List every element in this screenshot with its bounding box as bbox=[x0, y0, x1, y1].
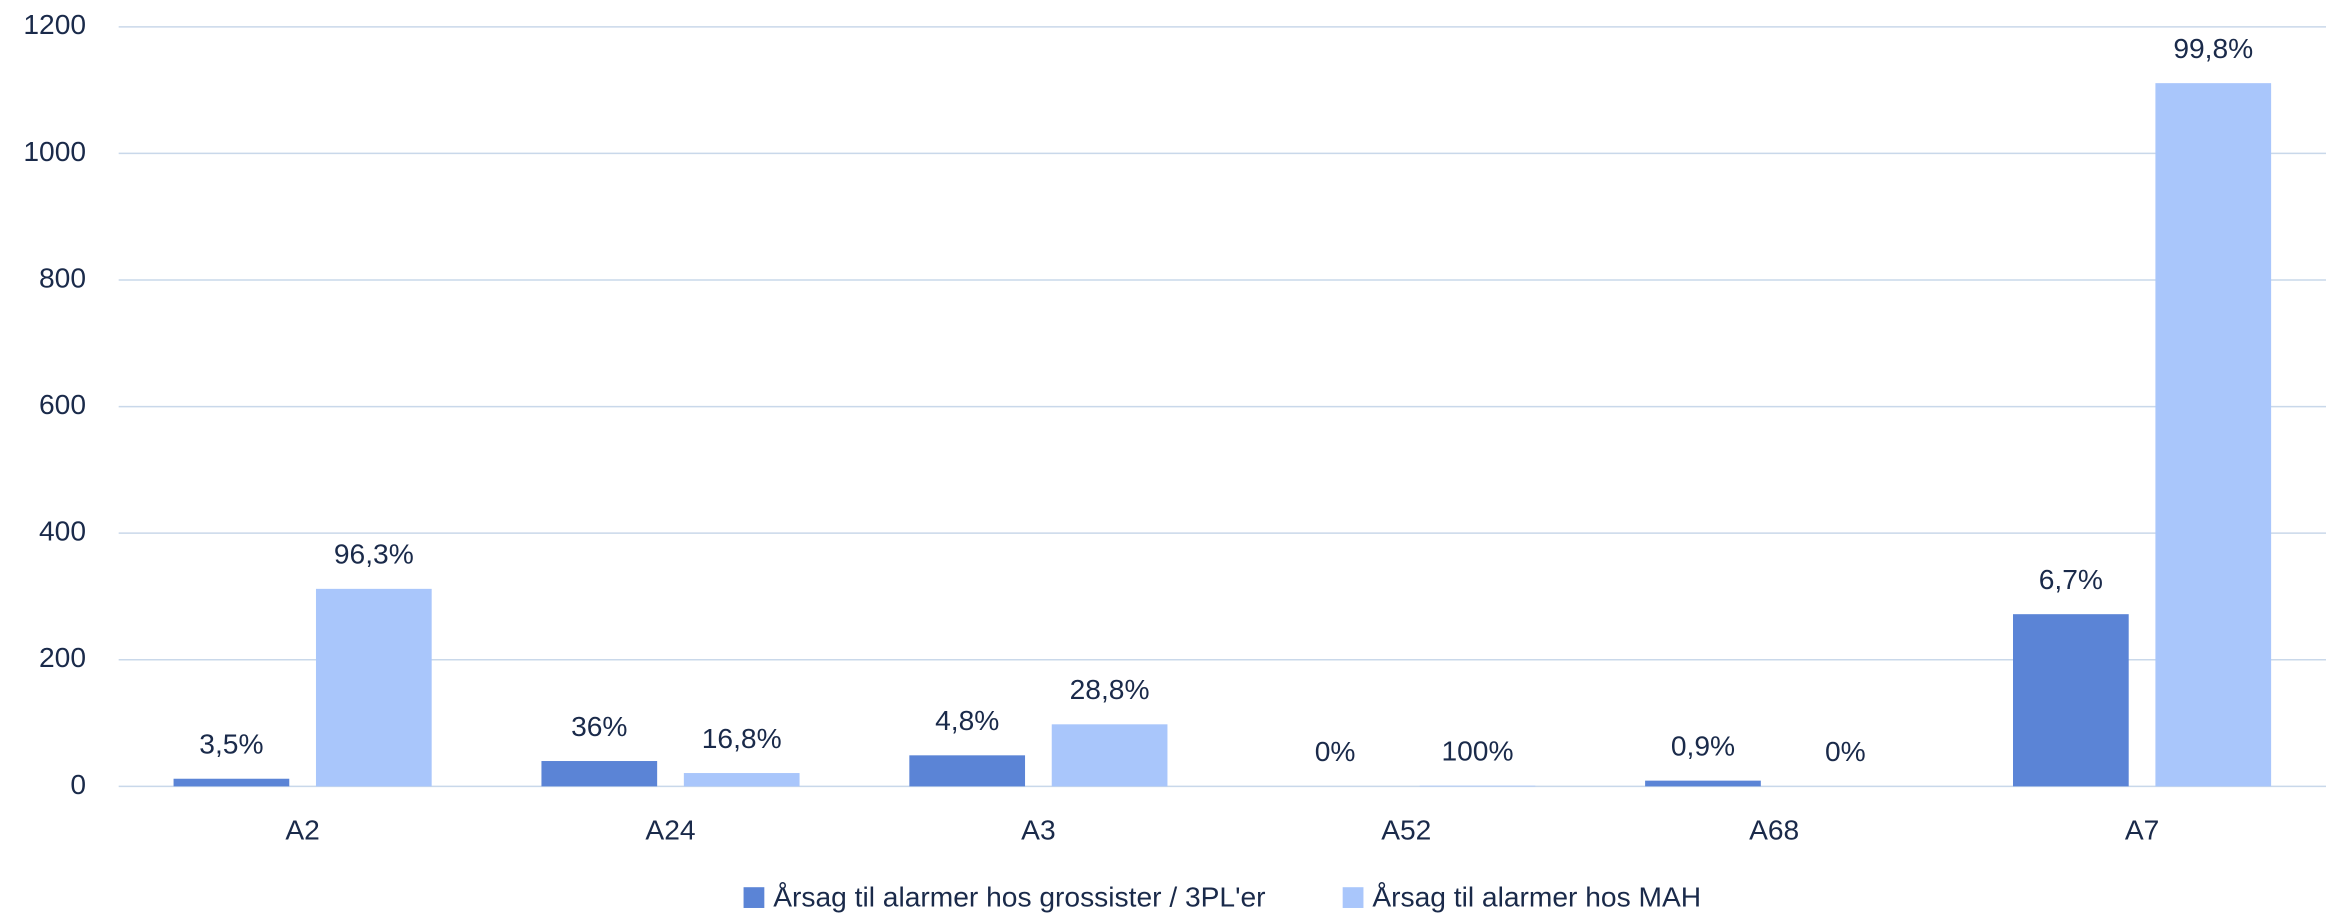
bar bbox=[2012, 614, 2129, 787]
x-tick-label: A7 bbox=[2125, 814, 2159, 846]
data-label: 0,9% bbox=[1671, 729, 1735, 761]
x-tick-label: A2 bbox=[285, 814, 319, 846]
x-tick-label: A3 bbox=[1021, 814, 1055, 846]
data-label: 4,8% bbox=[935, 704, 999, 736]
data-label: 100% bbox=[1441, 735, 1513, 767]
data-label: 0% bbox=[1825, 735, 1866, 767]
y-tick-label: 800 bbox=[39, 261, 86, 293]
data-label: 3,5% bbox=[199, 728, 263, 760]
data-label: 28,8% bbox=[1070, 673, 1150, 705]
y-tick-label: 1200 bbox=[23, 8, 86, 40]
legend-swatch bbox=[1342, 887, 1364, 908]
data-label: 0% bbox=[1315, 735, 1356, 767]
data-label: 96,3% bbox=[334, 538, 414, 570]
legend-swatch bbox=[743, 887, 765, 908]
y-tick-label: 1000 bbox=[23, 135, 86, 167]
bar bbox=[315, 588, 432, 787]
bar bbox=[1419, 785, 1536, 787]
y-tick-label: 200 bbox=[39, 641, 86, 673]
x-tick-label: A24 bbox=[645, 814, 695, 846]
legend-label: Årsag til alarmer hos MAH bbox=[1372, 881, 1701, 913]
legend-label: Årsag til alarmer hos grossister / 3PL'e… bbox=[773, 881, 1265, 913]
bar bbox=[541, 761, 658, 787]
y-tick-label: 400 bbox=[39, 515, 86, 547]
y-tick-label: 600 bbox=[39, 388, 86, 420]
x-tick-label: A68 bbox=[1749, 814, 1799, 846]
bar bbox=[909, 755, 1026, 787]
data-label: 16,8% bbox=[702, 722, 782, 754]
x-tick-label: A52 bbox=[1381, 814, 1431, 846]
bar bbox=[1051, 724, 1168, 787]
data-label: 6,7% bbox=[2039, 563, 2103, 595]
bar bbox=[2155, 83, 2272, 787]
bar bbox=[1645, 780, 1761, 787]
data-label: 36% bbox=[571, 710, 627, 742]
y-tick-label: 0 bbox=[70, 768, 86, 800]
bar bbox=[173, 778, 290, 787]
bar bbox=[683, 773, 800, 787]
data-label: 99,8% bbox=[2173, 32, 2253, 64]
